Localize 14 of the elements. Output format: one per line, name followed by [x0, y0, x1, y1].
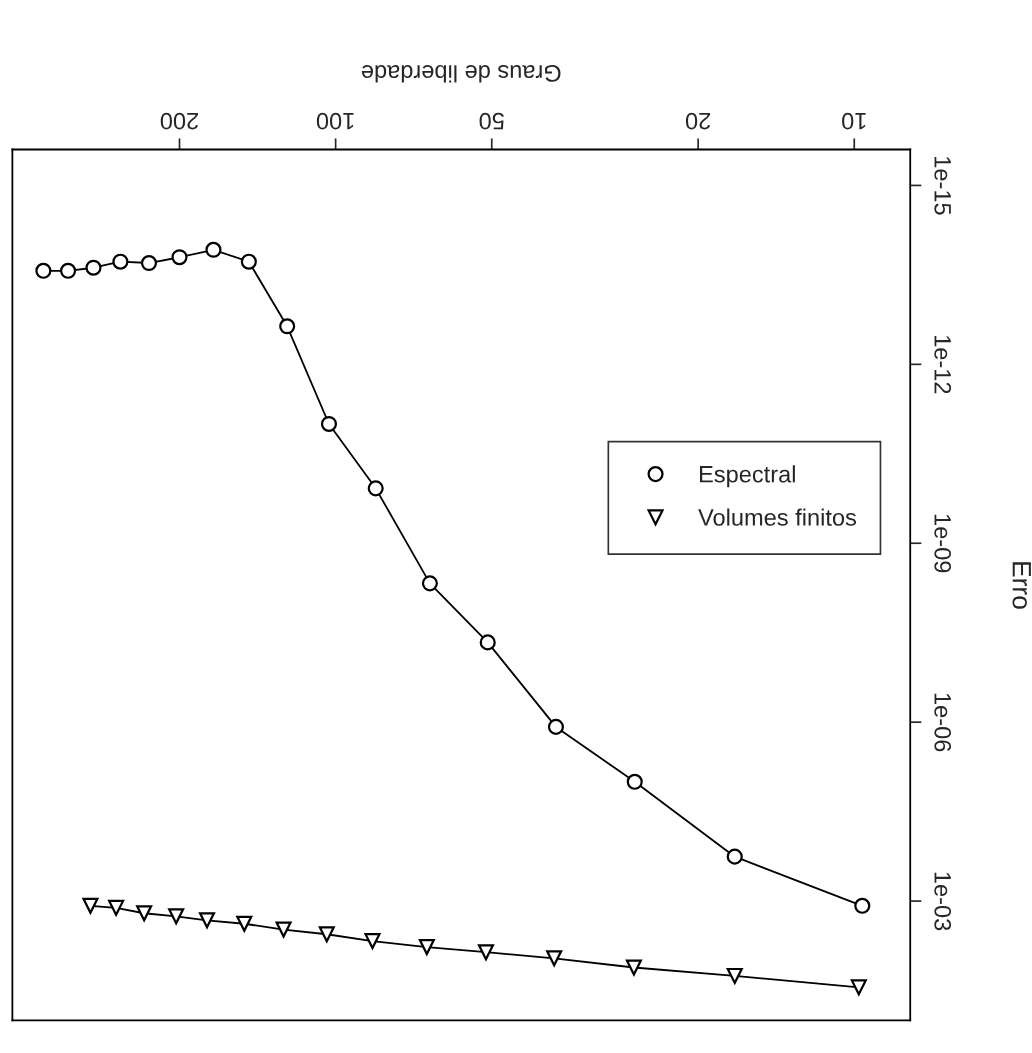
legend-label: Espectral — [699, 465, 795, 488]
y-tick-label: 1e-06 — [934, 693, 952, 752]
x-tick-label: 50 — [479, 112, 504, 130]
y-tick-label: 1e-09 — [934, 514, 952, 573]
y-axis-title: Erro — [1012, 562, 1031, 609]
x-tick-label: 200 — [160, 112, 199, 130]
y-tick-label: 1e-15 — [934, 157, 951, 215]
x-tick-label: 10 — [842, 112, 866, 130]
y-tick-label: 1e-12 — [934, 335, 952, 394]
x-tick-label: 100 — [316, 112, 354, 130]
y-tick-label: 1e-03 — [934, 872, 952, 931]
x-axis-title: Graus de liberdade — [361, 65, 561, 83]
legend-label: Volumes finitos — [698, 508, 857, 526]
x-tick-label: 20 — [685, 112, 711, 130]
